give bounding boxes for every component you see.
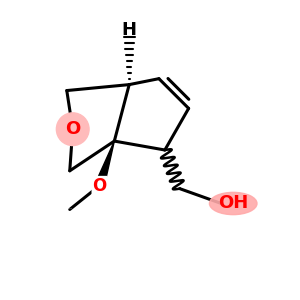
Text: OH: OH — [218, 194, 248, 212]
Circle shape — [56, 113, 89, 146]
Text: H: H — [122, 21, 137, 39]
Text: methoxy: methoxy — [67, 208, 73, 209]
Text: O: O — [65, 120, 80, 138]
Ellipse shape — [209, 192, 257, 214]
Polygon shape — [95, 141, 114, 187]
Text: O: O — [92, 177, 106, 195]
